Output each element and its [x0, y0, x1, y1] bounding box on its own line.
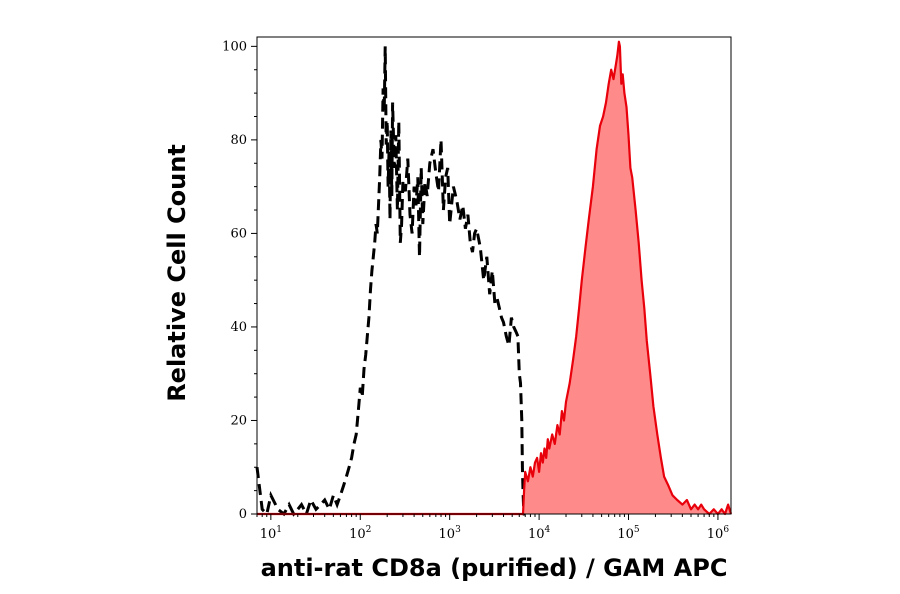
plot-frame: [256, 36, 732, 515]
x-axis-title: anti-rat CD8a (purified) / GAM APC: [261, 554, 728, 582]
series-1-line: [257, 40, 733, 516]
y-tick-label: 20: [230, 413, 247, 428]
x-tick-label: 106: [707, 525, 730, 542]
x-axis-ticks: 101 102 103 104 105 106: [256, 514, 730, 542]
series-0-dashed-line: [255, 46, 526, 518]
y-tick-label: 100: [222, 39, 247, 54]
x-tick-label: 102: [349, 525, 371, 542]
y-tick-label: 80: [230, 133, 247, 148]
y-tick-label: 40: [230, 320, 247, 335]
x-tick-label: 104: [528, 525, 551, 542]
x-tick-label: 105: [617, 525, 640, 542]
y-tick-label: 60: [230, 226, 247, 241]
y-axis-ticks: 0 20 40 60 80 100: [222, 39, 257, 522]
y-axis-title: Relative Cell Count: [163, 144, 191, 402]
x-tick-label: 101: [260, 525, 282, 542]
series-1-fill-area: [257, 41, 731, 514]
y-tick-label: 0: [239, 507, 247, 522]
plot-border: [256, 36, 732, 515]
x-tick-label: 103: [439, 525, 462, 542]
plot-area: [255, 40, 733, 518]
